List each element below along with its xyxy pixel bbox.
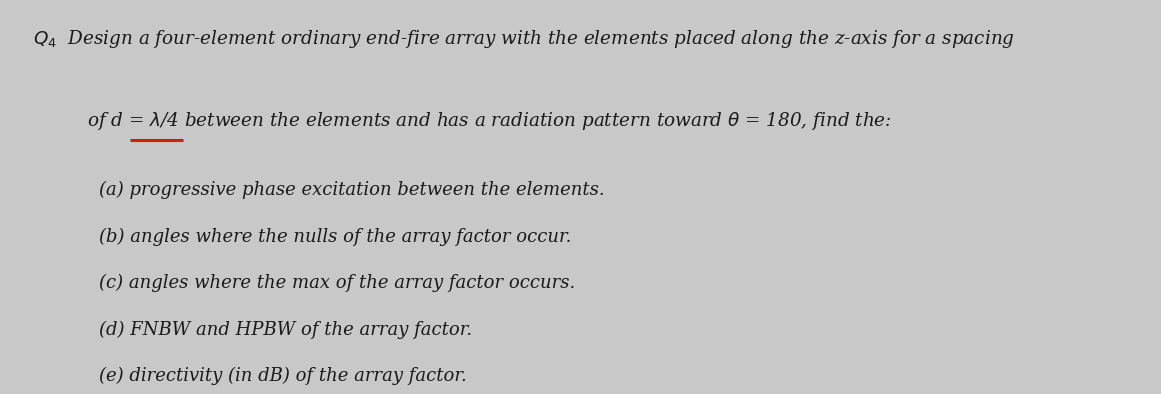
Text: of d = $\lambda$/4 between the elements and has a radiation pattern toward $\the: of d = $\lambda$/4 between the elements … [87, 110, 892, 132]
Text: $Q_4$  Design a four-element ordinary end-fire array with the elements placed al: $Q_4$ Design a four-element ordinary end… [33, 28, 1015, 50]
Text: (a) progressive phase excitation between the elements.: (a) progressive phase excitation between… [99, 181, 605, 199]
Text: (b) angles where the nulls of the array factor occur.: (b) angles where the nulls of the array … [99, 228, 571, 246]
Text: (c) angles where the max of the array factor occurs.: (c) angles where the max of the array fa… [99, 274, 575, 292]
Text: (e) directivity (in dB) of the array factor.: (e) directivity (in dB) of the array fac… [99, 367, 467, 385]
Text: (d) FNBW and HPBW of the array factor.: (d) FNBW and HPBW of the array factor. [99, 321, 471, 339]
